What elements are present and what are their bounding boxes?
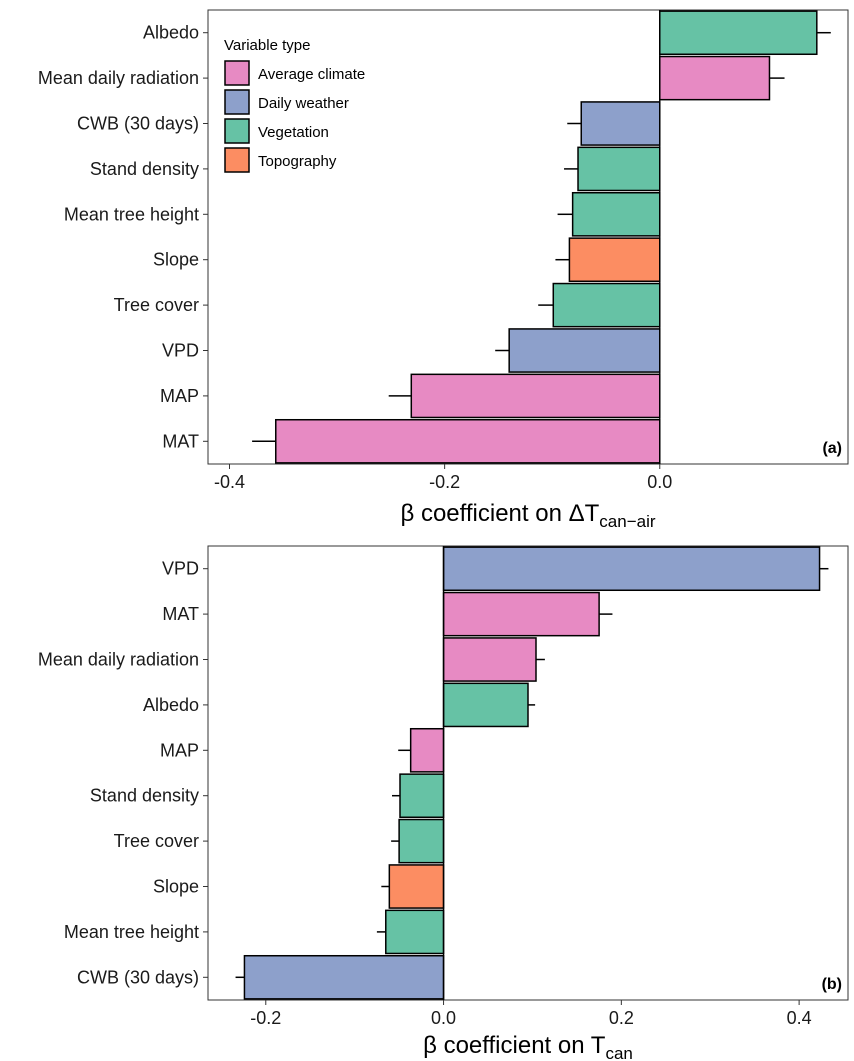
bar-tree-cover bbox=[398, 818, 445, 864]
y-tick-label-stand-density: Stand density bbox=[90, 786, 199, 806]
panel-a: Albedo Mean daily radiation CWB (30 days) S… bbox=[38, 9, 849, 531]
bar-tree-cover bbox=[552, 282, 661, 328]
y-tick-label-mean-daily-radiation: Mean daily radiation bbox=[38, 650, 199, 670]
y-tick-label-slope: Slope bbox=[153, 250, 199, 270]
panel-a-error-bars bbox=[252, 31, 831, 443]
y-tick-label-slope: Slope bbox=[153, 877, 199, 897]
y-tick-label-mean-tree-height: Mean tree height bbox=[64, 204, 199, 224]
y-tick-label-albedo: Albedo bbox=[143, 695, 199, 715]
x-tick-label: 0.0 bbox=[431, 1008, 456, 1028]
bar-mean-daily-radiation bbox=[442, 637, 537, 682]
x-tick-label: -0.2 bbox=[429, 472, 460, 492]
panel-a-label: (a) bbox=[822, 440, 842, 457]
x-tick-label: 0.0 bbox=[647, 472, 672, 492]
bar-slope bbox=[568, 237, 661, 283]
x-tick-label: 0.4 bbox=[787, 1008, 812, 1028]
y-tick-label-cwb-30-days: CWB (30 days) bbox=[77, 967, 199, 987]
legend-label-vegetation: Vegetation bbox=[258, 124, 329, 141]
legend-title: Variable type bbox=[224, 37, 310, 54]
bar-mat bbox=[275, 418, 661, 464]
panel-b-x-ticks: -0.2 0.0 0.2 0.4 bbox=[250, 1000, 812, 1028]
panel-b: VPD MAT Mean daily radiation Albedo MAP Stand… bbox=[38, 545, 849, 1061]
legend: Variable type Average climate Daily weath… bbox=[224, 37, 365, 173]
panel-b-label: (b) bbox=[822, 976, 842, 993]
x-tick-label: -0.2 bbox=[250, 1008, 281, 1028]
panel-b-y-ticks: VPD MAT Mean daily radiation Albedo MAP Stand… bbox=[38, 559, 208, 987]
bar-cwb-30-days bbox=[580, 101, 661, 146]
legend-swatch-average-climate bbox=[224, 60, 250, 86]
panel-a-x-ticks: -0.4 -0.2 0.0 bbox=[214, 464, 672, 492]
y-tick-label-vpd: VPD bbox=[162, 341, 199, 361]
bar-albedo bbox=[442, 682, 529, 728]
panel-a-bars bbox=[275, 10, 818, 464]
y-tick-label-mean-daily-radiation: Mean daily radiation bbox=[38, 68, 199, 88]
y-tick-label-tree-cover: Tree cover bbox=[114, 831, 199, 851]
y-tick-label-cwb-30-days: CWB (30 days) bbox=[77, 114, 199, 134]
panel-a-x-axis-title: β coefficient on ΔTcan−air bbox=[400, 500, 655, 531]
y-tick-label-albedo: Albedo bbox=[143, 23, 199, 43]
bar-vpd bbox=[442, 546, 821, 592]
panel-b-x-axis-title: β coefficient on Tcan bbox=[423, 1032, 633, 1061]
panel-b-error-bars bbox=[235, 567, 829, 979]
legend-label-daily-weather: Daily weather bbox=[258, 95, 349, 112]
y-tick-label-vpd: VPD bbox=[162, 559, 199, 579]
panel-a-y-ticks: Albedo Mean daily radiation CWB (30 days) S… bbox=[38, 23, 208, 451]
bar-slope bbox=[388, 864, 445, 909]
bar-cwb-30-days bbox=[243, 954, 445, 1000]
legend-swatch-daily-weather bbox=[224, 89, 250, 115]
legend-label-average-climate: Average climate bbox=[258, 66, 365, 83]
x-tick-label: -0.4 bbox=[214, 472, 245, 492]
bar-mat bbox=[442, 591, 600, 637]
bar-map bbox=[410, 373, 661, 419]
legend-swatch-vegetation bbox=[224, 118, 250, 144]
x-tick-label: 0.2 bbox=[609, 1008, 634, 1028]
y-tick-label-mat: MAT bbox=[162, 604, 199, 624]
bar-mean-tree-height bbox=[385, 909, 445, 955]
legend-items: Average climate Daily weather Vegetation To… bbox=[224, 60, 365, 173]
y-tick-label-mean-tree-height: Mean tree height bbox=[64, 922, 199, 942]
bar-vpd bbox=[508, 328, 661, 373]
legend-swatch-topography bbox=[224, 147, 250, 173]
y-tick-label-stand-density: Stand density bbox=[90, 159, 199, 179]
bar-stand-density bbox=[399, 773, 445, 819]
bar-stand-density bbox=[577, 146, 661, 192]
y-tick-label-map: MAP bbox=[160, 386, 199, 406]
y-tick-label-map: MAP bbox=[160, 740, 199, 760]
y-tick-label-tree-cover: Tree cover bbox=[114, 295, 199, 315]
y-tick-label-mat: MAT bbox=[162, 431, 199, 451]
legend-label-topography: Topography bbox=[258, 153, 337, 170]
bar-mean-daily-radiation bbox=[659, 55, 771, 101]
bar-albedo bbox=[659, 10, 818, 56]
bar-mean-tree-height bbox=[571, 191, 661, 237]
panel-b-bars bbox=[243, 546, 821, 1000]
bar-map bbox=[409, 727, 445, 773]
